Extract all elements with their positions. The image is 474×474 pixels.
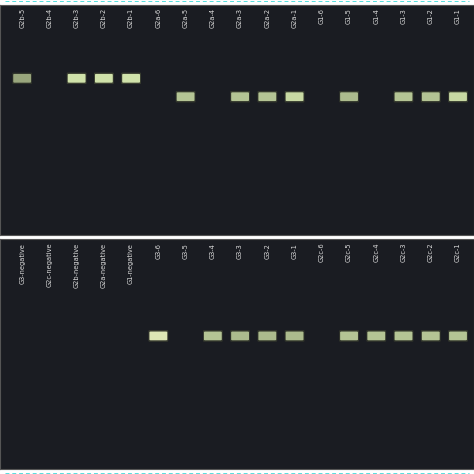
FancyBboxPatch shape [285,91,304,102]
Text: G3-6: G3-6 [155,243,161,259]
FancyBboxPatch shape [367,331,385,340]
FancyBboxPatch shape [421,330,441,342]
Text: G2a-1: G2a-1 [292,8,298,28]
FancyBboxPatch shape [395,331,412,340]
FancyBboxPatch shape [257,91,277,102]
FancyBboxPatch shape [422,92,440,101]
Text: G1-1: G1-1 [455,8,461,24]
FancyBboxPatch shape [231,331,249,340]
Text: G3-5: G3-5 [182,243,189,259]
Text: G2a-5: G2a-5 [182,8,189,28]
FancyBboxPatch shape [121,73,141,84]
Text: G2b-2: G2b-2 [101,8,107,28]
FancyBboxPatch shape [339,330,359,342]
Text: G2c-1: G2c-1 [455,243,461,262]
Text: G2b-5: G2b-5 [19,8,25,28]
Text: G1-4: G1-4 [374,8,379,24]
Text: G1-3: G1-3 [401,8,407,24]
Text: G2c-5: G2c-5 [346,243,352,263]
FancyBboxPatch shape [366,330,386,342]
Text: G2a-4: G2a-4 [210,8,216,28]
FancyBboxPatch shape [149,331,167,340]
FancyBboxPatch shape [448,91,468,102]
Text: G1-6: G1-6 [319,8,325,24]
FancyBboxPatch shape [286,92,303,101]
Text: G1-2: G1-2 [428,8,434,24]
FancyBboxPatch shape [230,91,250,102]
FancyBboxPatch shape [204,331,222,340]
Text: G2c-2: G2c-2 [428,243,434,263]
Text: G2c-6: G2c-6 [319,243,325,263]
FancyBboxPatch shape [286,331,303,340]
FancyBboxPatch shape [122,74,140,82]
FancyBboxPatch shape [203,330,223,342]
Text: G2a-3: G2a-3 [237,8,243,28]
Text: G1-5: G1-5 [346,8,352,24]
FancyBboxPatch shape [422,331,440,340]
FancyBboxPatch shape [257,330,277,342]
Text: G2c-4: G2c-4 [374,243,379,263]
FancyBboxPatch shape [68,74,85,82]
FancyBboxPatch shape [95,74,113,82]
FancyBboxPatch shape [395,92,412,101]
FancyBboxPatch shape [448,330,468,342]
FancyBboxPatch shape [13,74,31,82]
FancyBboxPatch shape [421,91,441,102]
Text: G3-2: G3-2 [264,243,270,259]
FancyBboxPatch shape [258,331,276,340]
FancyBboxPatch shape [394,330,413,342]
FancyBboxPatch shape [230,330,250,342]
Text: G3-1: G3-1 [292,243,298,259]
Text: G2a-2: G2a-2 [264,8,270,28]
FancyBboxPatch shape [231,92,249,101]
Text: G2c-3: G2c-3 [401,243,407,262]
FancyBboxPatch shape [94,73,114,84]
FancyBboxPatch shape [12,73,32,84]
Text: G3-negative: G3-negative [19,243,25,284]
Text: G2c-negative: G2c-negative [46,243,53,287]
Text: G2b-4: G2b-4 [46,8,53,28]
Text: G2b-3: G2b-3 [73,8,80,28]
Text: G3-4: G3-4 [210,243,216,259]
FancyBboxPatch shape [176,91,195,102]
Text: G2a-6: G2a-6 [155,8,161,28]
FancyBboxPatch shape [449,92,467,101]
FancyBboxPatch shape [449,331,467,340]
FancyBboxPatch shape [339,91,359,102]
Text: G2b-negative: G2b-negative [73,243,80,288]
FancyBboxPatch shape [258,92,276,101]
Text: G3-3: G3-3 [237,243,243,259]
FancyBboxPatch shape [148,330,168,342]
FancyBboxPatch shape [285,330,304,342]
FancyBboxPatch shape [67,73,86,84]
Text: G1-negative: G1-negative [128,243,134,284]
FancyBboxPatch shape [340,331,358,340]
Text: G2b-1: G2b-1 [128,8,134,28]
FancyBboxPatch shape [394,91,413,102]
FancyBboxPatch shape [340,92,358,101]
FancyBboxPatch shape [177,92,194,101]
Text: G2a-negative: G2a-negative [101,243,107,288]
